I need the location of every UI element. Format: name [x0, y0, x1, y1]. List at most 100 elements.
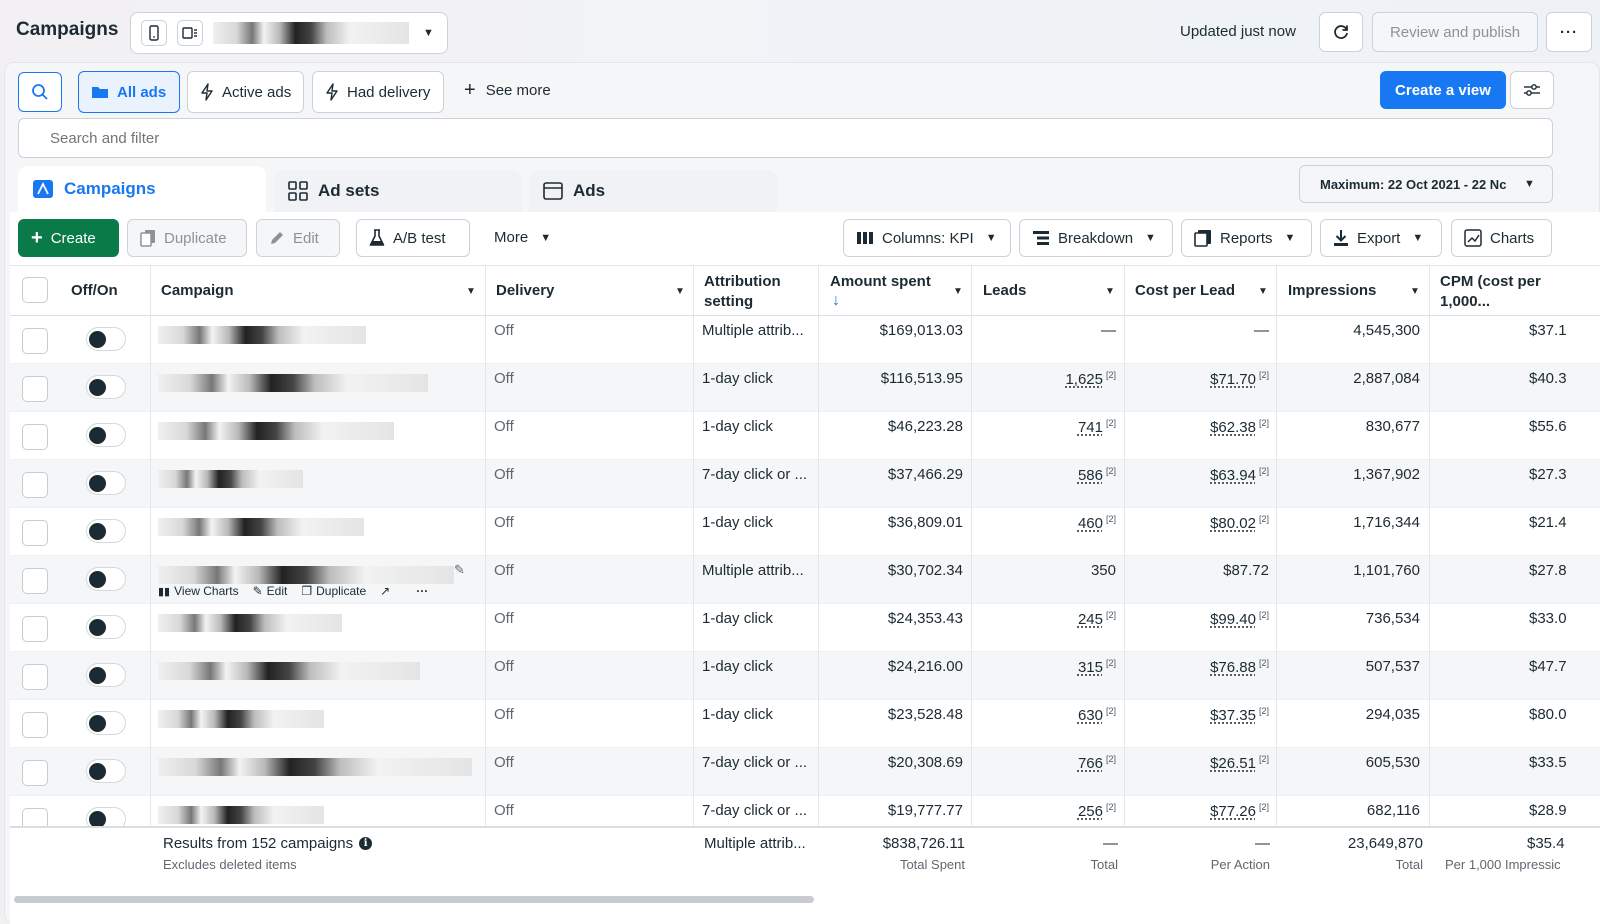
row-checkbox[interactable]	[22, 472, 48, 498]
info-icon[interactable]: i	[359, 837, 373, 850]
column-off-on[interactable]: Off/On	[71, 282, 118, 299]
pencil-icon[interactable]: ✎	[454, 562, 465, 577]
columns-button[interactable]: Columns: KPI ▼	[843, 219, 1011, 257]
campaign-name-redacted[interactable]	[158, 326, 366, 344]
leads-cell[interactable]: 630 [2]	[981, 700, 1116, 748]
cost-per-lead-cell[interactable]: $62.38 [2]	[1134, 412, 1269, 460]
table-row[interactable]: Off 7-day click or ... $19,777.77 256 [2] $77…	[10, 796, 1600, 826]
view-settings-button[interactable]	[1510, 71, 1554, 109]
see-more-button[interactable]: + See more	[464, 80, 551, 100]
row-checkbox[interactable]	[22, 424, 48, 450]
sort-descending-icon[interactable]: ↓	[832, 292, 840, 309]
campaign-name-redacted[interactable]	[158, 374, 428, 392]
table-row[interactable]: Off 1-day click $36,809.01 460 [2] $80.02 [2] 1…	[10, 508, 1600, 556]
column-campaign[interactable]: Campaign	[161, 282, 234, 299]
column-attribution-line1[interactable]: Attribution	[704, 273, 781, 290]
campaign-name-redacted[interactable]	[158, 470, 303, 488]
column-amount-spent[interactable]: Amount spent	[830, 273, 931, 290]
campaign-toggle[interactable]	[86, 807, 126, 826]
cost-per-lead-cell[interactable]: $63.94 [2]	[1134, 460, 1269, 508]
column-campaign-sort-icon[interactable]: ▼	[466, 286, 476, 297]
cost-per-lead-value[interactable]: $76.88	[1210, 659, 1256, 676]
campaign-toggle[interactable]	[86, 375, 126, 399]
column-cost-per-lead-sort-icon[interactable]: ▼	[1258, 286, 1268, 297]
cost-per-lead-value[interactable]: $80.02	[1210, 515, 1256, 532]
campaign-name-redacted[interactable]	[158, 518, 364, 536]
leads-cell[interactable]: 586 [2]	[981, 460, 1116, 508]
cost-per-lead-value[interactable]: $71.70	[1210, 371, 1256, 388]
column-amount-spent-sort-icon[interactable]: ▼	[953, 286, 963, 297]
reports-button[interactable]: Reports ▼	[1181, 219, 1312, 257]
table-row[interactable]: Off 1-day click $24,353.43 245 [2] $99.40 [2] 7…	[10, 604, 1600, 652]
create-view-button[interactable]: Create a view	[1380, 71, 1506, 109]
column-delivery-sort-icon[interactable]: ▼	[675, 286, 685, 297]
leads-value[interactable]: 630	[1077, 707, 1103, 724]
refresh-button[interactable]	[1319, 12, 1363, 52]
cost-per-lead-value[interactable]: $26.51	[1210, 755, 1256, 772]
cost-per-lead-value[interactable]: $62.38	[1210, 419, 1256, 436]
review-publish-button[interactable]: Review and publish	[1372, 12, 1538, 52]
row-checkbox[interactable]	[22, 568, 48, 594]
cost-per-lead-value[interactable]: $77.26	[1210, 803, 1256, 820]
tab-ad-sets[interactable]: Ad sets	[274, 170, 522, 212]
campaign-toggle[interactable]	[86, 423, 126, 447]
table-row[interactable]: Off Multiple attrib... $30,702.34 350 $87.72…	[10, 556, 1600, 604]
row-checkbox[interactable]	[22, 712, 48, 738]
leads-value[interactable]: 315	[1077, 659, 1103, 676]
search-button[interactable]	[18, 72, 62, 112]
leads-cell[interactable]: 256 [2]	[981, 796, 1116, 826]
leads-cell[interactable]: 245 [2]	[981, 604, 1116, 652]
view-all-ads[interactable]: All ads	[78, 71, 180, 113]
tab-ads[interactable]: Ads	[529, 170, 777, 212]
row-checkbox[interactable]	[22, 664, 48, 690]
leads-cell[interactable]: 460 [2]	[981, 508, 1116, 556]
column-leads-sort-icon[interactable]: ▼	[1105, 286, 1115, 297]
row-checkbox[interactable]	[22, 808, 48, 826]
table-row[interactable]: Off 7-day click or ... $20,308.69 766 [2] $26…	[10, 748, 1600, 796]
table-row[interactable]: Off 1-day click $23,528.48 630 [2] $37.35 [2] 2…	[10, 700, 1600, 748]
view-active-ads[interactable]: Active ads	[187, 71, 304, 113]
more-dots-icon[interactable]: ···	[416, 584, 429, 598]
column-cpm-line1[interactable]: CPM (cost per	[1440, 273, 1541, 290]
leads-cell[interactable]: 741 [2]	[981, 412, 1116, 460]
row-checkbox[interactable]	[22, 376, 48, 402]
campaign-toggle[interactable]	[86, 327, 126, 351]
column-impressions[interactable]: Impressions	[1288, 282, 1377, 299]
leads-value[interactable]: 256	[1077, 803, 1103, 820]
duplicate-button[interactable]: Duplicate	[127, 219, 247, 257]
leads-value[interactable]: 245	[1077, 611, 1103, 628]
cost-per-lead-value[interactable]: $37.35	[1210, 707, 1256, 724]
leads-cell[interactable]: 766 [2]	[981, 748, 1116, 796]
cost-per-lead-value[interactable]: $99.40	[1210, 611, 1256, 628]
ab-test-button[interactable]: A/B test	[356, 219, 470, 257]
campaign-name-redacted[interactable]	[158, 422, 394, 440]
campaign-name-redacted[interactable]	[158, 566, 454, 584]
edit-button[interactable]: Edit	[256, 219, 340, 257]
table-row[interactable]: Off Multiple attrib... $169,013.03 — — 4,545,…	[10, 316, 1600, 364]
leads-value[interactable]: 1,625	[1065, 371, 1103, 388]
duplicate-action[interactable]: ❐ Duplicate	[301, 584, 366, 598]
campaign-toggle[interactable]	[86, 759, 126, 783]
campaign-toggle[interactable]	[86, 663, 126, 687]
campaign-name-redacted[interactable]	[158, 662, 420, 680]
cost-per-lead-cell[interactable]: $99.40 [2]	[1134, 604, 1269, 652]
campaign-name-redacted[interactable]	[158, 758, 472, 776]
view-charts-action[interactable]: ▮▮ View Charts	[158, 584, 239, 598]
date-range-picker[interactable]: Maximum: 22 Oct 2021 - 22 Nc ▼	[1299, 165, 1553, 203]
table-row[interactable]: Off 1-day click $46,223.28 741 [2] $62.38 [2] 8…	[10, 412, 1600, 460]
row-checkbox[interactable]	[22, 328, 48, 354]
create-button[interactable]: + Create	[18, 219, 119, 257]
horizontal-scrollbar[interactable]	[14, 896, 814, 903]
row-checkbox[interactable]	[22, 760, 48, 786]
export-button[interactable]: Export ▼	[1320, 219, 1442, 257]
campaign-name-redacted[interactable]	[158, 806, 324, 824]
leads-cell[interactable]: 315 [2]	[981, 652, 1116, 700]
column-impressions-sort-icon[interactable]: ▼	[1410, 286, 1420, 297]
campaign-toggle[interactable]	[86, 615, 126, 639]
column-delivery[interactable]: Delivery	[496, 282, 555, 299]
tab-campaigns[interactable]: Campaigns	[18, 166, 266, 212]
cost-per-lead-value[interactable]: $63.94	[1210, 467, 1256, 484]
leads-value[interactable]: 460	[1077, 515, 1103, 532]
table-row[interactable]: Off 1-day click $24,216.00 315 [2] $76.88 [2] 5…	[10, 652, 1600, 700]
campaign-name-redacted[interactable]	[158, 614, 342, 632]
